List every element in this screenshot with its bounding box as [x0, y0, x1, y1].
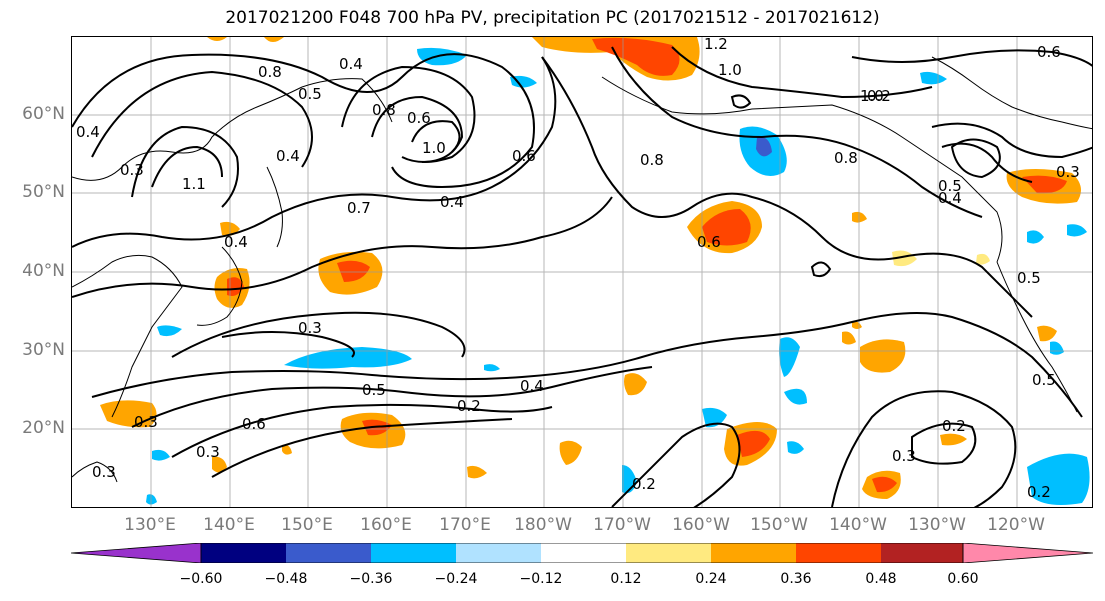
colorbar-tick-label: −0.48	[264, 571, 308, 587]
contour-label: 0.7	[347, 199, 371, 217]
contour-label: 0.3	[1056, 163, 1080, 181]
pv-contours	[72, 46, 1092, 507]
contour-label: 0.3	[134, 413, 158, 431]
colorbar	[71, 543, 1093, 563]
contour-label: 0.8	[258, 63, 282, 81]
lat-label-50n: 50°N	[22, 182, 65, 202]
lat-label-60n: 60°N	[22, 104, 65, 124]
colorbar-tick-label: 0.48	[865, 571, 897, 587]
contour-label: 0.5	[1032, 371, 1056, 389]
colorbar-bin	[286, 543, 371, 563]
contour-label: 0.6	[697, 233, 721, 251]
colorbar-tick-label: 0.60	[947, 571, 979, 587]
contour-label: 0.2	[632, 475, 656, 493]
lon-label-130e: 130°E	[124, 515, 176, 535]
contour-label: 0.6	[1037, 43, 1061, 61]
contour-label: 0.2	[457, 397, 481, 415]
colorbar-tick-label: −0.12	[519, 571, 563, 587]
contour-label: 0.6	[407, 109, 431, 127]
contour-label: 1.0	[718, 61, 742, 79]
contour-label: 0.3	[120, 161, 144, 179]
contour-label: 0.4	[224, 233, 248, 251]
contour-label: 0.8	[834, 149, 858, 167]
colorbar-tick-label: −0.24	[434, 571, 478, 587]
colorbar-bin	[626, 543, 711, 563]
contour-label: 0.3	[196, 443, 220, 461]
colorbar-tick-label: −0.60	[179, 571, 223, 587]
contour-label: 0.4	[76, 123, 100, 141]
contour-label: 0.2	[942, 417, 966, 435]
contour-label: 0.4	[938, 189, 962, 207]
colorbar-tick-label: 0.36	[780, 571, 812, 587]
contour-label: 0.4	[520, 377, 544, 395]
colorbar-tick-label: 0.24	[695, 571, 727, 587]
colorbar-tick-label: 0.12	[610, 571, 642, 587]
colorbar-extend-high	[962, 543, 1093, 563]
lon-label-130w: 130°W	[908, 515, 966, 535]
colorbar-bin	[456, 543, 541, 563]
colorbar-bin	[711, 543, 796, 563]
graticule	[72, 37, 1092, 507]
colorbar-tick-label: −0.36	[349, 571, 393, 587]
contour-label: 1.1	[182, 175, 206, 193]
coastlines	[72, 56, 1092, 483]
lon-label-140w: 140°W	[829, 515, 887, 535]
lon-label-160e: 160°E	[360, 515, 412, 535]
contour-label: 0.4	[339, 55, 363, 73]
contour-label: 0.4	[276, 147, 300, 165]
lon-label-160w: 160°W	[672, 515, 730, 535]
contour-labels: 0.4 0.3 0.8 0.5 0.4 0.8 0.6 0.4 1.0 0.4 …	[76, 37, 1080, 501]
contour-label: 0.6	[242, 415, 266, 433]
lon-label-140e: 140°E	[203, 515, 255, 535]
contour-label: 0.6	[512, 147, 536, 165]
contour-label: 0.8	[372, 101, 396, 119]
map-title: 2017021200 F048 700 hPa PV, precipitatio…	[225, 8, 880, 28]
lat-label-40n: 40°N	[22, 261, 65, 281]
map-panel: 0.4 0.3 0.8 0.5 0.4 0.8 0.6 0.4 1.0 0.4 …	[71, 36, 1093, 508]
lat-label-30n: 30°N	[22, 340, 65, 360]
contour-label: 0.8	[640, 151, 664, 169]
lat-label-20n: 20°N	[22, 418, 65, 438]
contour-label: 0.3	[92, 463, 116, 481]
contour-label: 0.5	[362, 381, 386, 399]
precip-shading	[100, 37, 1090, 505]
contour-label: 0.2	[1027, 483, 1051, 501]
contour-label: 1.2	[704, 37, 728, 53]
lon-label-150e: 150°E	[281, 515, 333, 535]
lon-label-170w: 170°W	[593, 515, 651, 535]
colorbar-bin	[201, 543, 286, 563]
contour-label: 0.4	[440, 193, 464, 211]
colorbar-bin	[541, 543, 626, 563]
colorbar-bin	[881, 543, 963, 563]
contour-label: 1.0	[860, 87, 884, 105]
contour-label: 0.5	[298, 85, 322, 103]
contour-label: 0.2	[867, 87, 891, 105]
contour-label: 0.3	[892, 447, 916, 465]
lon-label-180w: 180°W	[514, 515, 572, 535]
contour-label: 0.3	[298, 319, 322, 337]
lon-label-150w: 150°W	[750, 515, 808, 535]
lon-label-170e: 170°E	[439, 515, 491, 535]
colorbar-extend-low	[71, 543, 202, 563]
contour-label: 0.5	[1017, 269, 1041, 287]
colorbar-bin	[371, 543, 456, 563]
lon-label-120w: 120°W	[987, 515, 1045, 535]
colorbar-bin	[796, 543, 881, 563]
contour-label: 0.5	[938, 177, 962, 195]
contour-label: 1.0	[422, 139, 446, 157]
